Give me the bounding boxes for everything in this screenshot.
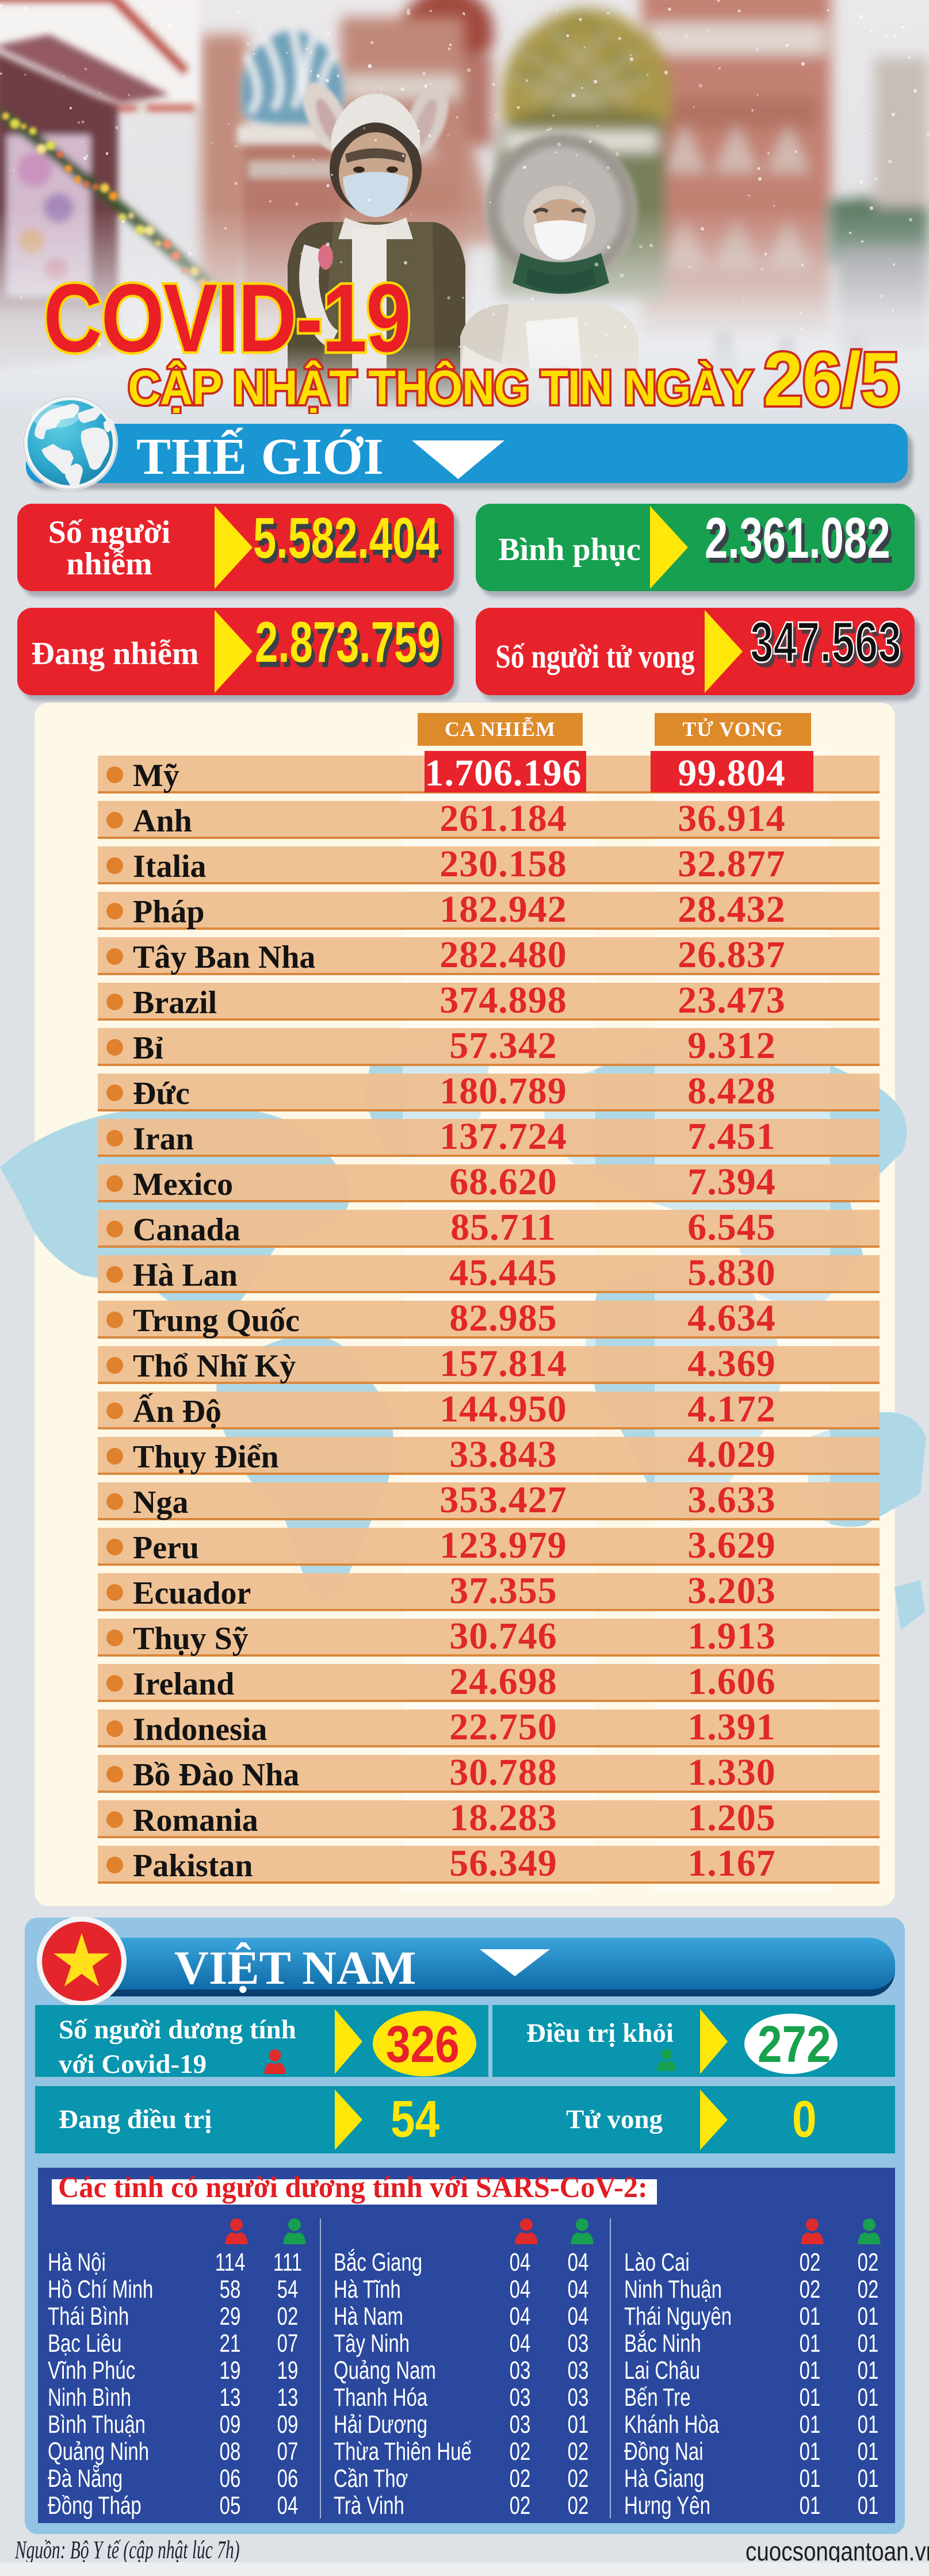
svg-text:CẬP NHẬT THÔNG TIN NGÀY 26/5: CẬP NHẬT THÔNG TIN NGÀY 26/5 (128, 337, 900, 414)
svg-text:COVID-19: COVID-19 (44, 264, 410, 371)
